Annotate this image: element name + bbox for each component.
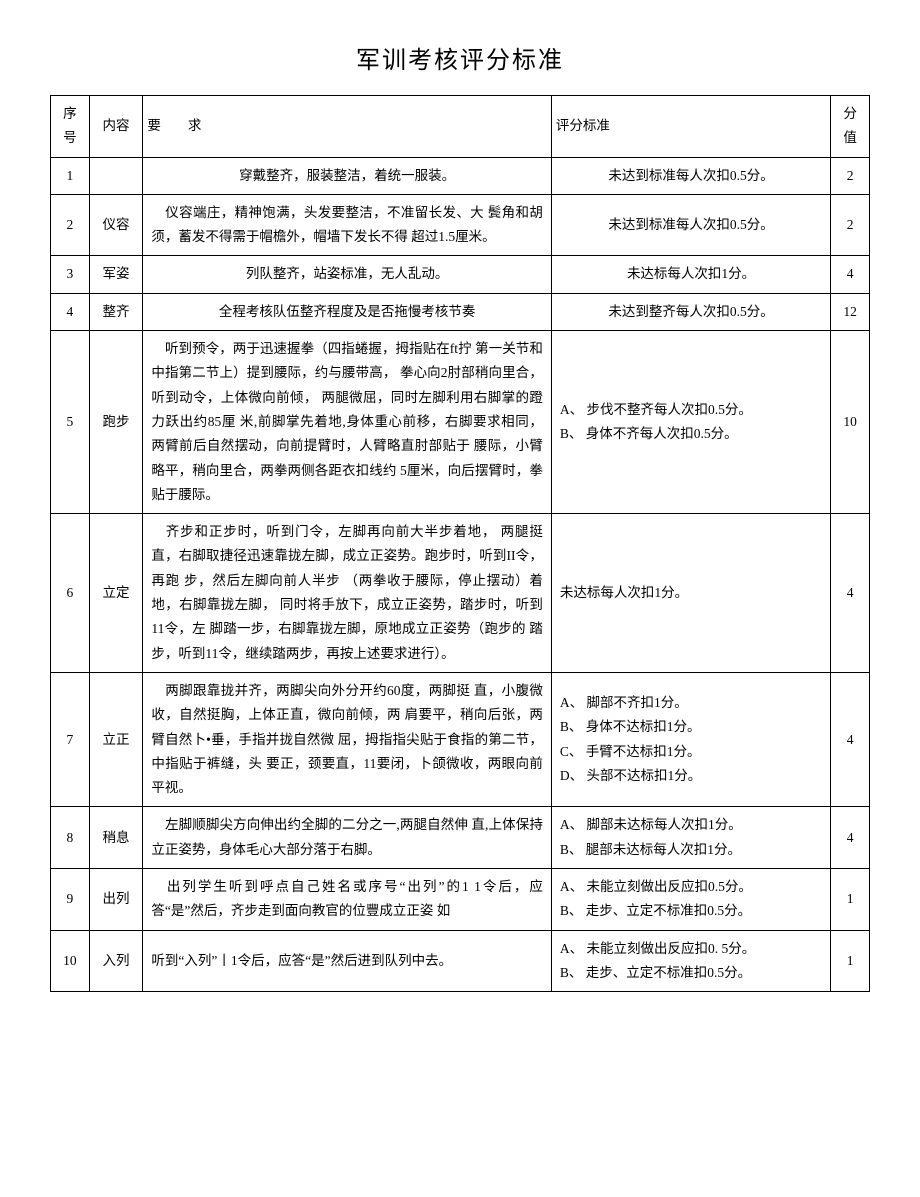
cell-standard: A、 未能立刻做出反应扣0.5分。 B、 走步、立定不标准扣0.5分。 — [551, 869, 830, 931]
cell-requirement: 左脚顺脚尖方向伸出约全脚的二分之一,两腿自然伸 直,上体保持立正姿势，身体毛心大… — [143, 807, 551, 869]
cell-requirement: 齐步和正步时，听到门令，左脚再向前大半步着地， 两腿挺直，右脚取捷径迅速靠拢左脚… — [143, 514, 551, 673]
cell-standard: A、 步伐不整齐每人次扣0.5分。 B、 身体不齐每人次扣0.5分。 — [551, 331, 830, 514]
table-row: 10入列听到“入列”丨1令后，应答“是”然后进到队列中去。A、 未能立刻做出反应… — [51, 930, 870, 992]
cell-score: 1 — [831, 930, 870, 992]
cell-content: 军姿 — [89, 256, 143, 293]
cell-requirement: 听到预令，两于迅速握拳（四指蜷握，拇指贴在ft拧 第一关节和中指第二节上）提到腰… — [143, 331, 551, 514]
scoring-table: 序 号 内容 要 求 评分标准 分 值 1穿戴整齐，服装整洁，着统一服装。未达到… — [50, 95, 870, 992]
cell-score: 10 — [831, 331, 870, 514]
table-row: 5跑步 听到预令，两于迅速握拳（四指蜷握，拇指贴在ft拧 第一关节和中指第二节上… — [51, 331, 870, 514]
cell-seq: 5 — [51, 331, 90, 514]
cell-requirement: 听到“入列”丨1令后，应答“是”然后进到队列中去。 — [143, 930, 551, 992]
header-std: 评分标准 — [551, 96, 830, 158]
cell-content: 入列 — [89, 930, 143, 992]
cell-content: 仪容 — [89, 194, 143, 256]
cell-standard: A、 未能立刻做出反应扣0. 5分。 B、 走步、立定不标准扣0.5分。 — [551, 930, 830, 992]
table-row: 9出列 出列学生听到呼点自己姓名或序号“出列”的1 1令后，应答“是”然后，齐步… — [51, 869, 870, 931]
cell-content — [89, 157, 143, 194]
cell-standard: A、 脚部未达标每人次扣1分。 B、 腿部未达标每人次扣1分。 — [551, 807, 830, 869]
table-row: 4整齐全程考核队伍整齐程度及是否拖慢考核节奏未达到整齐每人次扣0.5分。12 — [51, 293, 870, 330]
table-row: 3军姿列队整齐，站姿标准，无人乱动。未达标每人次扣1分。4 — [51, 256, 870, 293]
cell-score: 2 — [831, 157, 870, 194]
cell-content: 整齐 — [89, 293, 143, 330]
table-row: 8稍息 左脚顺脚尖方向伸出约全脚的二分之一,两腿自然伸 直,上体保持立正姿势，身… — [51, 807, 870, 869]
cell-seq: 7 — [51, 672, 90, 806]
cell-score: 4 — [831, 514, 870, 673]
cell-standard: 未达标每人次扣1分。 — [551, 514, 830, 673]
cell-seq: 4 — [51, 293, 90, 330]
cell-seq: 1 — [51, 157, 90, 194]
cell-seq: 6 — [51, 514, 90, 673]
cell-standard: A、 脚部不齐扣1分。 B、 身体不达标扣1分。 C、 手臂不达标扣1分。 D、… — [551, 672, 830, 806]
cell-requirement: 仪容端庄，精神饱满，头发要整洁，不准留长发、大 鬓角和胡须，蓄发不得需于帽檐外，… — [143, 194, 551, 256]
cell-seq: 2 — [51, 194, 90, 256]
cell-requirement: 穿戴整齐，服装整洁，着统一服装。 — [143, 157, 551, 194]
cell-content: 立定 — [89, 514, 143, 673]
cell-score: 1 — [831, 869, 870, 931]
cell-content: 稍息 — [89, 807, 143, 869]
cell-requirement: 全程考核队伍整齐程度及是否拖慢考核节奏 — [143, 293, 551, 330]
cell-content: 立正 — [89, 672, 143, 806]
cell-seq: 9 — [51, 869, 90, 931]
cell-seq: 8 — [51, 807, 90, 869]
header-score: 分 值 — [831, 96, 870, 158]
cell-seq: 3 — [51, 256, 90, 293]
cell-score: 12 — [831, 293, 870, 330]
cell-score: 4 — [831, 807, 870, 869]
cell-standard: 未达到标准每人次扣0.5分。 — [551, 157, 830, 194]
cell-seq: 10 — [51, 930, 90, 992]
header-seq: 序 号 — [51, 96, 90, 158]
header-req: 要 求 — [143, 96, 551, 158]
cell-score: 4 — [831, 672, 870, 806]
header-row: 序 号 内容 要 求 评分标准 分 值 — [51, 96, 870, 158]
cell-standard: 未达到标准每人次扣0.5分。 — [551, 194, 830, 256]
table-row: 6立定 齐步和正步时，听到门令，左脚再向前大半步着地， 两腿挺直，右脚取捷径迅速… — [51, 514, 870, 673]
header-content: 内容 — [89, 96, 143, 158]
table-row: 1 穿戴整齐，服装整洁，着统一服装。未达到标准每人次扣0.5分。2 — [51, 157, 870, 194]
cell-score: 4 — [831, 256, 870, 293]
page-title: 军训考核评分标准 — [50, 40, 870, 75]
cell-standard: 未达到整齐每人次扣0.5分。 — [551, 293, 830, 330]
cell-score: 2 — [831, 194, 870, 256]
table-row: 2仪容 仪容端庄，精神饱满，头发要整洁，不准留长发、大 鬓角和胡须，蓄发不得需于… — [51, 194, 870, 256]
cell-requirement: 两脚跟靠拢并齐，两脚尖向外分开约60度，两脚挺 直，小腹微收，自然挺胸，上体正直… — [143, 672, 551, 806]
cell-requirement: 出列学生听到呼点自己姓名或序号“出列”的1 1令后，应答“是”然后，齐步走到面向… — [143, 869, 551, 931]
cell-content: 出列 — [89, 869, 143, 931]
cell-content: 跑步 — [89, 331, 143, 514]
cell-requirement: 列队整齐，站姿标准，无人乱动。 — [143, 256, 551, 293]
cell-standard: 未达标每人次扣1分。 — [551, 256, 830, 293]
table-body: 1穿戴整齐，服装整洁，着统一服装。未达到标准每人次扣0.5分。22仪容 仪容端庄… — [51, 157, 870, 992]
table-row: 7立正 两脚跟靠拢并齐，两脚尖向外分开约60度，两脚挺 直，小腹微收，自然挺胸，… — [51, 672, 870, 806]
